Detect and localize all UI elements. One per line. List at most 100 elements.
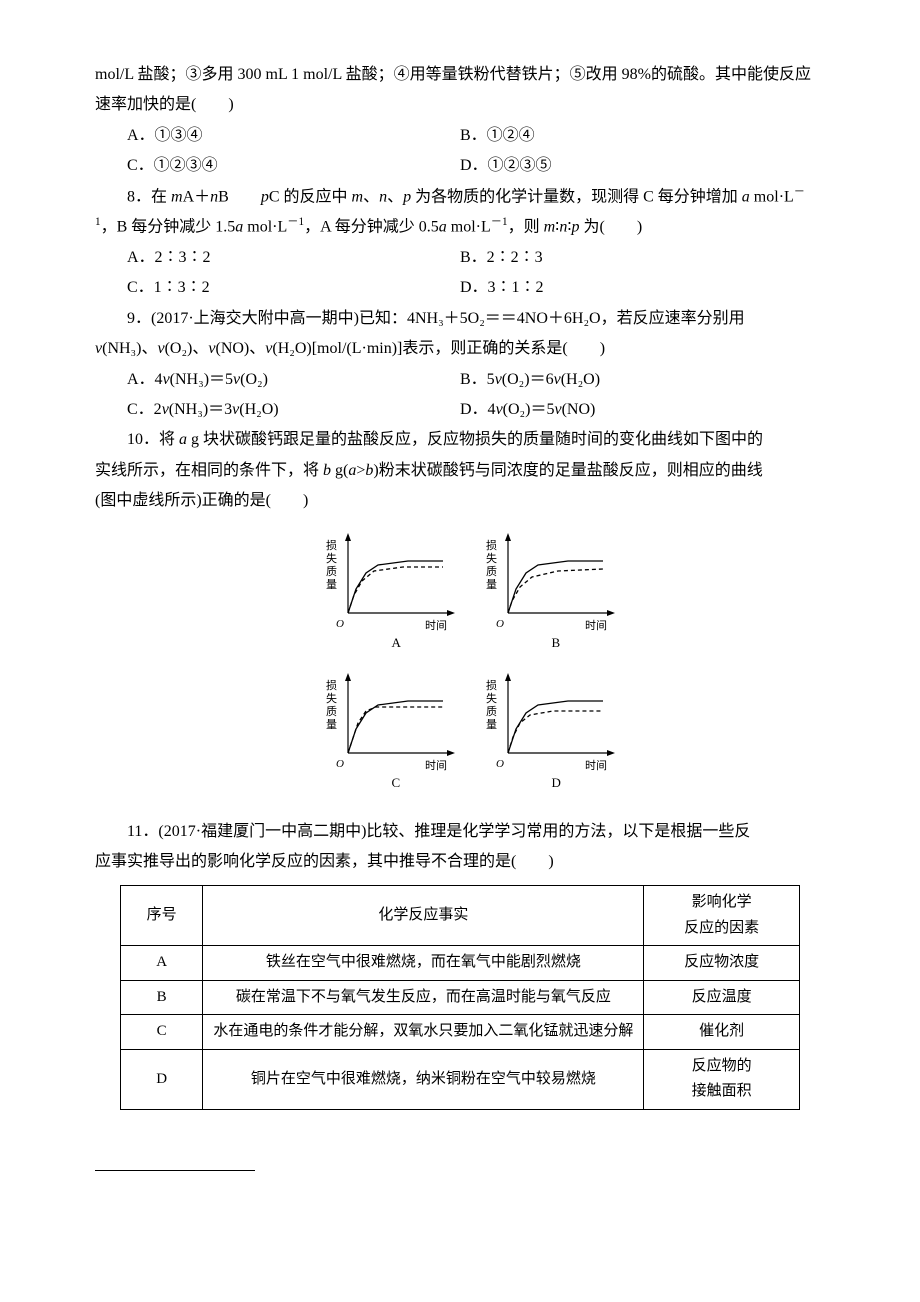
q9a-1: A．4 (127, 371, 163, 388)
table-cell: 水在通电的条件才能分解，双氧水只要加入二氧化锰就迅速分解 (203, 1015, 644, 1050)
q10-2b: g( (331, 462, 348, 479)
q10-1a: 10．将 (127, 431, 179, 448)
svg-text:失: 失 (486, 692, 497, 705)
svg-text:失: 失 (486, 552, 497, 565)
q10-line1: 10．将 a g 块状碳酸钙跟足量的盐酸反应，反应物损失的质量随时间的变化曲线如… (95, 425, 825, 455)
svg-text:损: 损 (326, 678, 337, 692)
q8-c: C 的反应中 (269, 188, 352, 205)
svg-text:质: 质 (326, 705, 337, 718)
q8-l2a: ，B 每分钟减少 1.5 (101, 219, 236, 236)
q10-2c: )粉末状碳酸钙与同浓度的足量盐酸反应，则相应的曲线 (373, 462, 762, 479)
q8-l2d: mol·L (447, 219, 491, 236)
q9c-3: (H₂O) (239, 401, 278, 418)
svg-text:D: D (552, 775, 561, 790)
table-cell: A (121, 946, 203, 981)
q9-options: A．4v(NH₃)＝5v(O₂) B．5v(O₂)＝6v(H₂O) C．2v(N… (95, 365, 825, 426)
q8-l2f: 为( ) (579, 219, 642, 236)
q9a-3: (O₂) (240, 371, 268, 388)
q8-sup3: －1 (491, 216, 508, 228)
q9b-v2: v (554, 371, 561, 388)
q8-p: p (261, 188, 269, 205)
svg-text:损: 损 (326, 538, 337, 552)
table-row: D铜片在空气中很难燃烧，纳米铜粉在空气中较易燃烧反应物的接触面积 (121, 1049, 800, 1109)
svg-text:量: 量 (486, 578, 497, 591)
q8-s5: mol·L (750, 188, 794, 205)
table-cell: 铁丝在空气中很难燃烧，而在氧气中能剧烈燃烧 (203, 946, 644, 981)
q9d-2: (O₂)＝5 (503, 401, 555, 418)
table-cell: C (121, 1015, 203, 1050)
svg-text:O: O (496, 758, 504, 770)
table-header: 序号 (121, 886, 203, 946)
table-row: A铁丝在空气中很难燃烧，而在氧气中能剧烈燃烧反应物浓度 (121, 946, 800, 981)
q7-opt-c: C．①②③④ (95, 151, 460, 181)
svg-text:损: 损 (486, 538, 497, 552)
table-header: 化学反应事实 (203, 886, 644, 946)
q8-l2b: mol·L (243, 219, 287, 236)
q8-a: A＋ (183, 188, 211, 205)
svg-text:O: O (336, 618, 344, 630)
q8-opt-b: B．2∶2∶3 (460, 243, 825, 273)
q8-a3: a (439, 219, 447, 236)
q8-opt-d: D．3∶1∶2 (460, 273, 825, 303)
table-cell: 碳在常温下不与氧气发生反应，而在高温时能与氧气反应 (203, 980, 644, 1015)
q8-l2c: ，A 每分钟减少 0.5 (304, 219, 439, 236)
q9-t2: (O₂)、 (165, 340, 209, 357)
q9-v2: v (157, 340, 164, 357)
table-cell: 反应物浓度 (644, 946, 800, 981)
q9c-2: (NH₃)＝3 (169, 401, 232, 418)
svg-text:C: C (392, 775, 401, 790)
q8-stem: 8．在 mA＋nB pC 的反应中 m、n、p 为各物质的化学计量数，现测得 C… (95, 182, 825, 243)
q9d-v2: v (554, 401, 561, 418)
q10-a1: a (179, 431, 187, 448)
q7-opt-d: D．①②③⑤ (460, 151, 825, 181)
table-cell: 反应物的接触面积 (644, 1049, 800, 1109)
q8-n: n (210, 188, 218, 205)
q8-m3: m (544, 219, 556, 236)
q9b-v1: v (495, 371, 502, 388)
q8-sup2: －1 (287, 216, 304, 228)
svg-text:失: 失 (326, 692, 337, 705)
table-header: 影响化学反应的因素 (644, 886, 800, 946)
q9c-v1: v (162, 401, 169, 418)
q9-opt-c: C．2v(NH₃)＝3v(H₂O) (95, 395, 460, 425)
q9-t1: (NH₃)、 (102, 340, 157, 357)
svg-text:质: 质 (486, 705, 497, 718)
q8-m: m (171, 188, 183, 205)
svg-text:质: 质 (486, 565, 497, 578)
svg-text:量: 量 (326, 578, 337, 591)
svg-text:时间: 时间 (425, 619, 447, 632)
q8-b: B (218, 188, 229, 205)
q9-stem-2: v(NH₃)、v(O₂)、v(NO)、v(H₂O)[mol/(L·min)]表示… (95, 334, 825, 364)
q8-l2e: ，则 (508, 219, 544, 236)
svg-text:时间: 时间 (585, 619, 607, 632)
svg-text:A: A (392, 635, 402, 650)
svg-text:量: 量 (486, 718, 497, 731)
q8-opt-c: C．1∶3∶2 (95, 273, 460, 303)
table-cell: D (121, 1049, 203, 1109)
table-cell: 催化剂 (644, 1015, 800, 1050)
q9b-3: (H₂O) (561, 371, 600, 388)
q9b-2: (O₂)＝6 (502, 371, 554, 388)
q7-opt-b: B．①②④ (460, 121, 825, 151)
q11-table: 序号化学反应事实影响化学反应的因素 A铁丝在空气中很难燃烧，而在氧气中能剧烈燃烧… (120, 885, 800, 1110)
q8-p2: p (403, 188, 411, 205)
q8-opt-a: A．2∶3∶2 (95, 243, 460, 273)
table-row: B碳在常温下不与氧气发生反应，而在高温时能与氧气反应反应温度 (121, 980, 800, 1015)
q10-charts: 损失质量O时间A损失质量O时间B损失质量O时间C损失质量O时间D (95, 525, 825, 805)
q8-m2: m (352, 188, 364, 205)
q8-sp (229, 188, 261, 205)
q10-b1: b (323, 462, 331, 479)
q9c-1: C．2 (127, 401, 162, 418)
svg-text:失: 失 (326, 552, 337, 565)
svg-text:时间: 时间 (425, 759, 447, 772)
q9a-2: (NH₃)＝5 (170, 371, 233, 388)
table-cell: 铜片在空气中很难燃烧，纳米铜粉在空气中较易燃烧 (203, 1049, 644, 1109)
svg-text:O: O (336, 758, 344, 770)
table-cell: 反应温度 (644, 980, 800, 1015)
q8-s4: 为各物质的化学计量数，现测得 C 每分钟增加 (411, 188, 742, 205)
svg-text:损: 损 (486, 678, 497, 692)
q9d-v1: v (496, 401, 503, 418)
q9a-v1: v (163, 371, 170, 388)
q9-opt-d: D．4v(O₂)＝5v(NO) (460, 395, 825, 425)
footer-rule (95, 1170, 255, 1171)
